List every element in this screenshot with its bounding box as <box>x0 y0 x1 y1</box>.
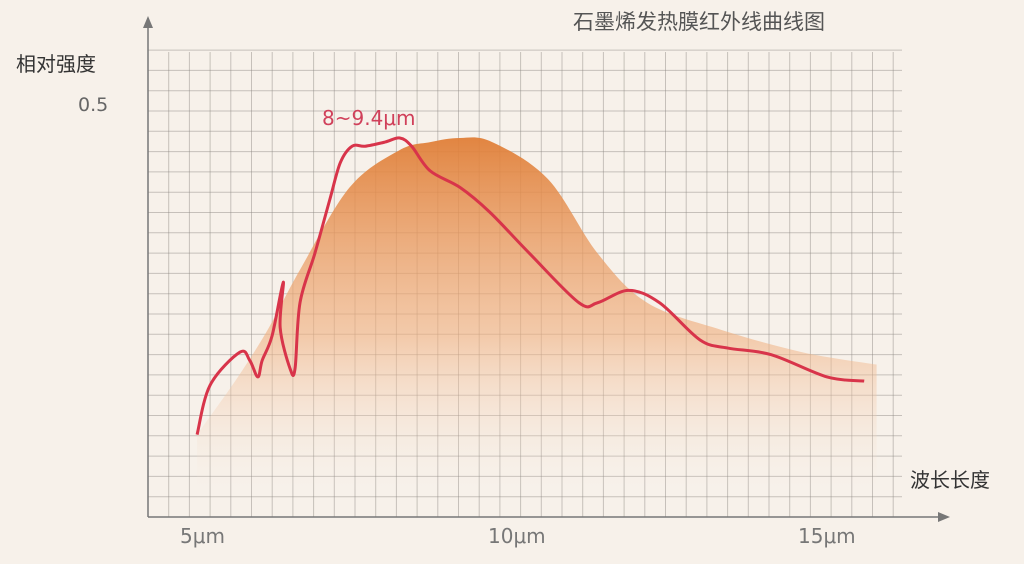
area-series <box>197 137 877 500</box>
line-series <box>195 136 865 435</box>
y-tick-label: 0.5 <box>78 94 109 116</box>
chart-title: 石墨烯发热膜红外线曲线图 <box>573 10 825 34</box>
y-axis-label: 相对强度 <box>16 52 96 76</box>
x-tick-label: 15μm <box>798 524 856 548</box>
x-axis-arrow <box>938 512 950 522</box>
x-tick-label: 10μm <box>488 524 546 548</box>
x-axis-label: 波长长度 <box>910 468 990 492</box>
peak-annotation: 8~9.4μm <box>322 106 416 130</box>
x-tick-label: 5μm <box>180 524 225 548</box>
y-axis-arrow <box>143 16 153 28</box>
